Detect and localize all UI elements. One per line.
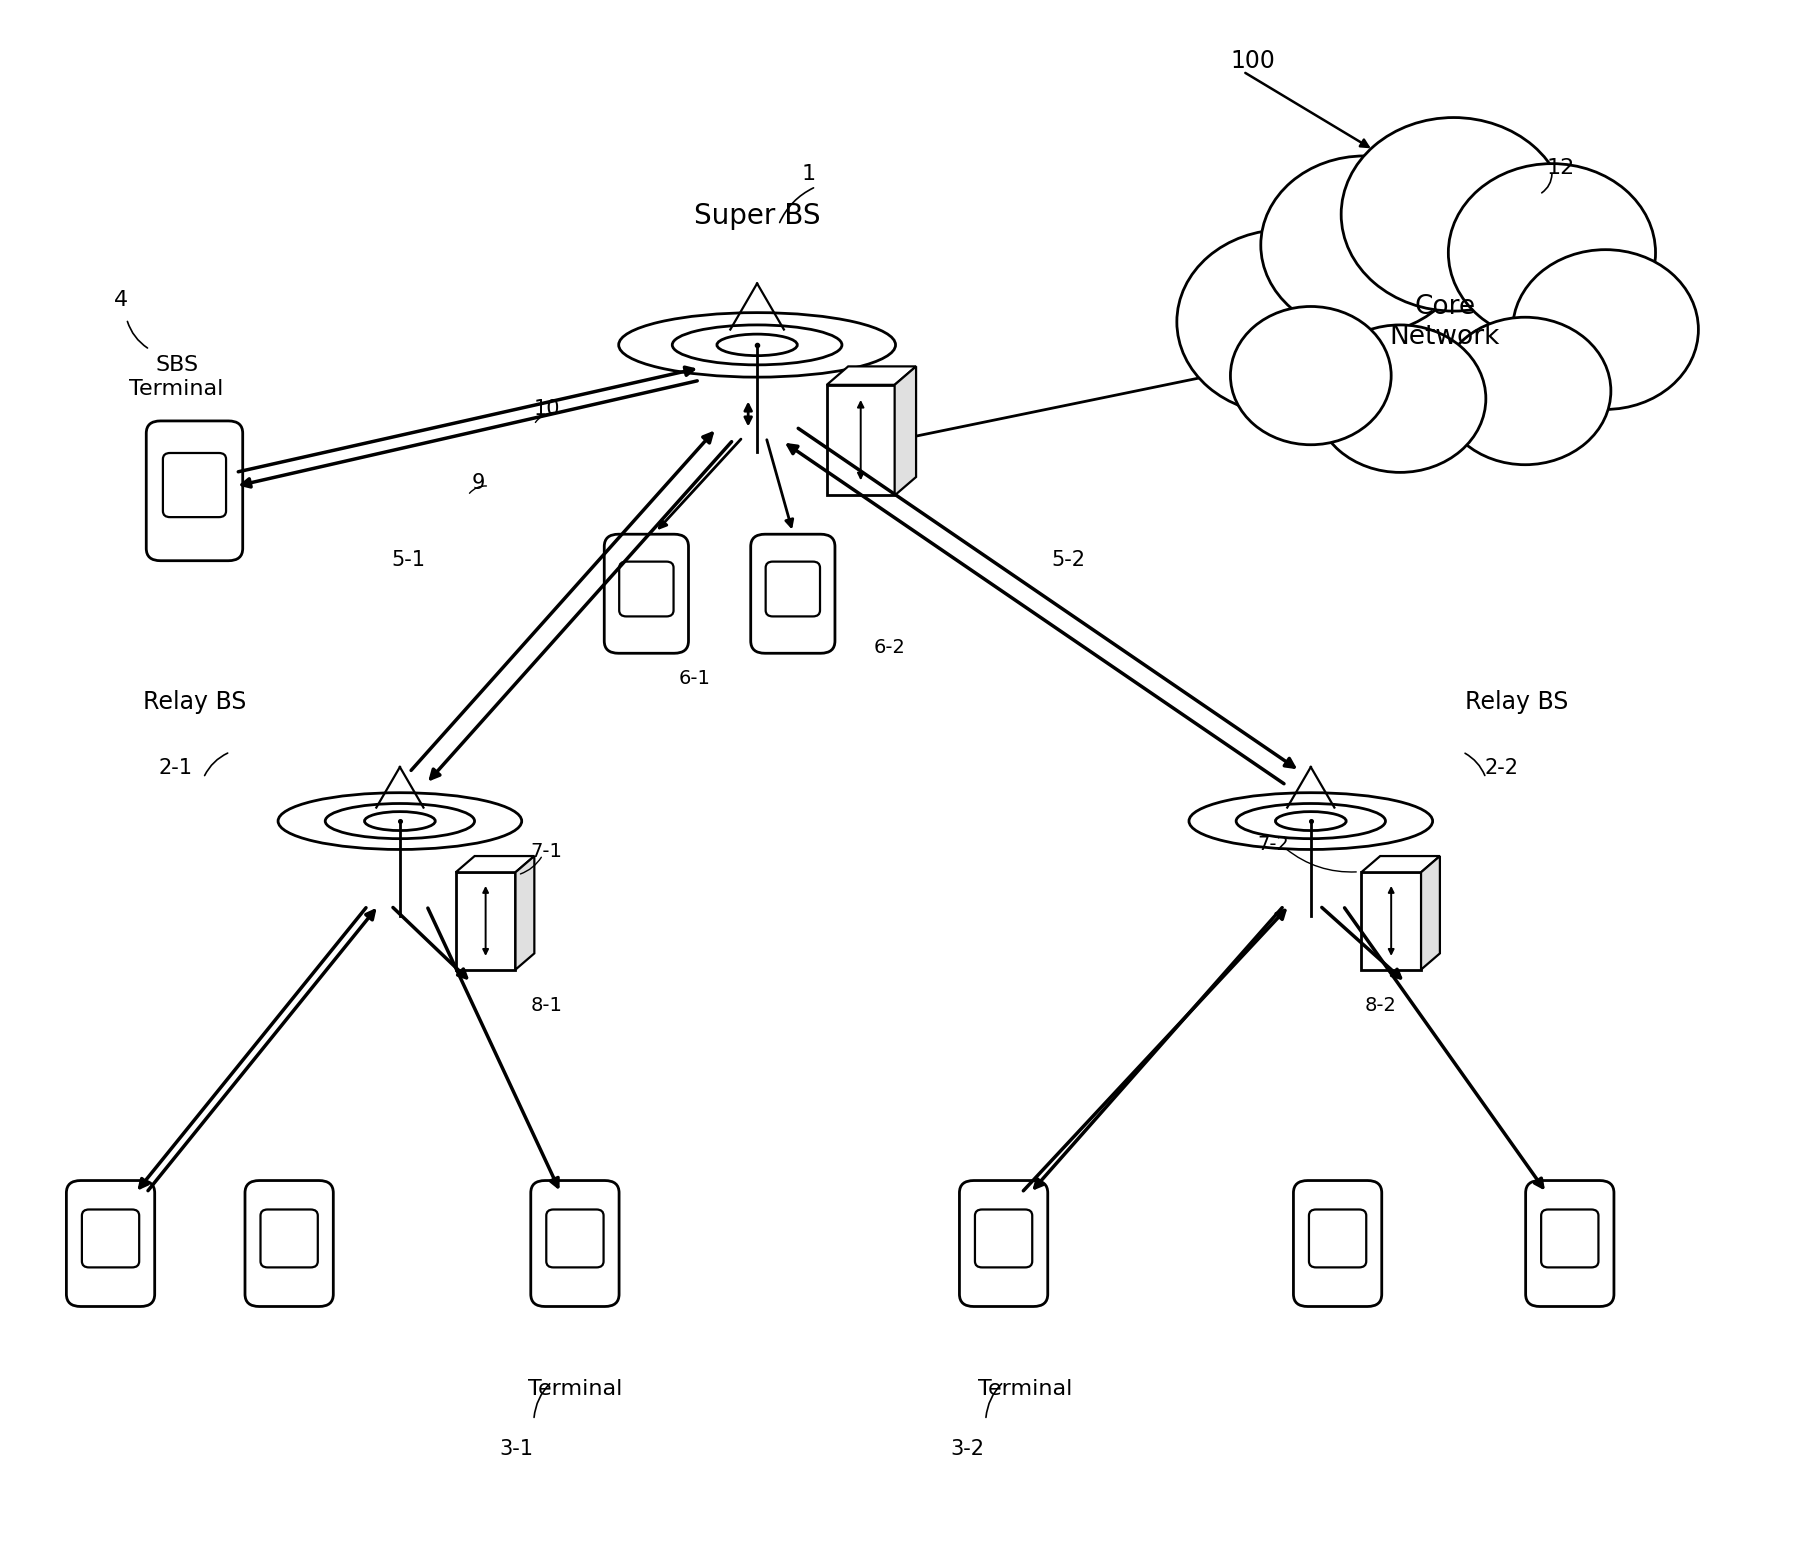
Bar [826,384,895,496]
Polygon shape [455,856,535,873]
Circle shape [1512,250,1699,409]
FancyBboxPatch shape [545,1209,603,1268]
FancyBboxPatch shape [1541,1209,1598,1268]
Polygon shape [515,856,535,970]
FancyBboxPatch shape [261,1209,319,1268]
Text: 6-2: 6-2 [873,639,905,657]
Text: 10: 10 [535,400,560,420]
FancyBboxPatch shape [1294,1181,1382,1307]
Circle shape [1177,229,1391,414]
Text: 5-1: 5-1 [391,550,425,570]
FancyBboxPatch shape [976,1209,1031,1268]
Text: 8-2: 8-2 [1364,997,1397,1015]
Polygon shape [1420,856,1440,970]
Text: 12: 12 [1546,158,1575,178]
Circle shape [1314,326,1485,473]
FancyBboxPatch shape [1526,1181,1615,1307]
Text: 3-2: 3-2 [950,1438,985,1459]
FancyBboxPatch shape [765,561,821,617]
Circle shape [1440,318,1611,465]
Polygon shape [1361,856,1440,873]
Bar [455,873,515,970]
Text: 5-2: 5-2 [1051,550,1085,570]
Text: 9: 9 [472,473,484,493]
FancyBboxPatch shape [81,1209,139,1268]
FancyBboxPatch shape [751,535,835,653]
Text: 2-1: 2-1 [158,758,193,778]
FancyBboxPatch shape [619,561,673,617]
Circle shape [1260,157,1469,335]
FancyBboxPatch shape [67,1181,155,1307]
Text: 4: 4 [113,290,128,310]
FancyBboxPatch shape [605,535,688,653]
Bar [1361,873,1420,970]
FancyBboxPatch shape [1309,1209,1366,1268]
Polygon shape [895,366,916,496]
Text: 8-1: 8-1 [531,997,562,1015]
Text: 7-2: 7-2 [1256,834,1289,854]
Text: 3-1: 3-1 [499,1438,533,1459]
FancyBboxPatch shape [164,453,227,518]
FancyBboxPatch shape [531,1181,619,1307]
Circle shape [1231,307,1391,445]
Circle shape [1341,118,1566,312]
FancyBboxPatch shape [245,1181,333,1307]
Text: 2-2: 2-2 [1483,758,1517,778]
FancyBboxPatch shape [146,422,243,561]
Text: 7-1: 7-1 [531,842,562,862]
Polygon shape [826,366,916,384]
Text: Terminal: Terminal [977,1378,1073,1398]
Text: Relay BS: Relay BS [142,690,247,713]
Text: Terminal: Terminal [527,1378,623,1398]
Text: Relay BS: Relay BS [1465,690,1568,713]
Text: 6-1: 6-1 [679,668,711,688]
Text: Super BS: Super BS [693,202,821,229]
FancyBboxPatch shape [959,1181,1048,1307]
Text: Core
Network: Core Network [1390,294,1499,350]
Text: 100: 100 [1231,48,1276,73]
Text: 1: 1 [801,164,815,183]
Circle shape [1449,164,1656,343]
Text: SBS
Terminal: SBS Terminal [130,355,223,398]
